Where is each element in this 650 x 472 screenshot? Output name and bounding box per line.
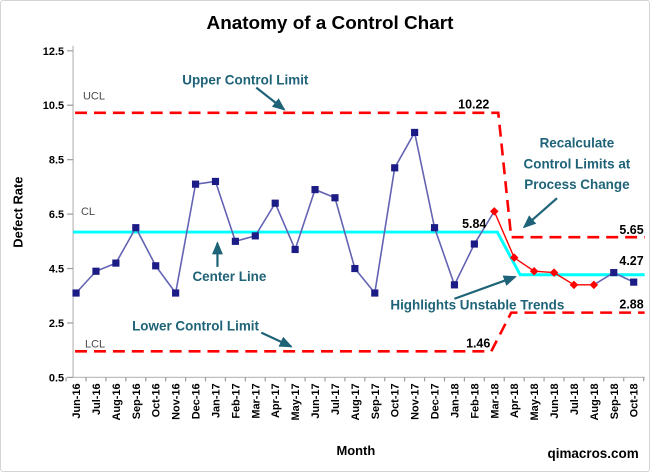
watermark-qimacros: qimacros.com [548, 446, 639, 461]
data-point-unstable-diamond [569, 280, 579, 290]
x-axis-month-label: Jun-17 [310, 383, 322, 418]
y-axis-title: Defect Rate [10, 177, 25, 248]
x-axis-month-label: Nov-17 [410, 383, 422, 419]
x-axis-month-label: May-18 [529, 383, 541, 420]
center-line-annotation: Center Line [192, 269, 266, 284]
phase2-ucl-value: 5.65 [619, 223, 643, 237]
y-axis-tick-label: 4.5 [49, 264, 64, 276]
data-point-square [610, 269, 618, 277]
series-line-stable-left [75, 130, 495, 295]
ucl-abbreviation-label: UCL [83, 91, 105, 103]
x-axis-month-label: Oct-16 [151, 383, 163, 417]
x-axis-month-label: Oct-18 [629, 383, 641, 417]
x-axis-month-label: Apr-17 [270, 383, 282, 418]
x-axis-month-label: Aug-18 [589, 383, 601, 420]
data-point-square [191, 180, 200, 188]
highlights-unstable-trends-annotation: Highlights Unstable Trends [390, 298, 564, 313]
x-axis-month-label: Mar-17 [250, 383, 262, 418]
data-point-square [231, 237, 239, 245]
lcl-abbreviation-label: LCL [85, 339, 105, 351]
data-point-square [152, 262, 160, 270]
x-axis-month-label: Jul-18 [569, 383, 581, 415]
plot-area: 12.5 10.5 8.5 6.5 4.5 2.5 0.5 Jun-16 Jul-16 Aug-1… [43, 46, 645, 420]
data-point-unstable-diamond [489, 207, 499, 216]
y-axis-tick-label: 8.5 [49, 155, 64, 167]
x-axis-month-label: Dec-17 [430, 383, 442, 419]
data-point-square [450, 281, 459, 289]
x-axis-month-label: May-17 [290, 383, 302, 420]
recalculate-arrow [522, 197, 558, 229]
data-point-square [132, 224, 140, 232]
data-point-square [112, 259, 120, 267]
x-axis-month-label: Oct-17 [390, 383, 402, 417]
x-axis-month-label: Aug-16 [111, 383, 123, 420]
data-point-unstable-diamond [529, 266, 539, 276]
x-axis-month-label: Feb-18 [469, 383, 481, 418]
lower-control-limit-line [75, 311, 645, 353]
y-axis-tick-label: 6.5 [49, 209, 64, 221]
data-point-square [211, 177, 220, 186]
highlights-unstable-trends-arrow [454, 275, 517, 300]
x-axis-month-label: Sep-16 [131, 383, 143, 419]
x-axis-month-label: Nov-16 [171, 383, 183, 419]
x-axis-month-label: Mar-18 [489, 383, 501, 418]
x-axis-title: Month [336, 443, 375, 458]
x-axis-month-label: Sep-17 [370, 383, 382, 419]
data-point-square [92, 267, 100, 275]
data-point-square [391, 164, 399, 172]
data-point-square [291, 245, 299, 254]
lower-control-limit-annotation: Lower Control Limit [132, 319, 259, 334]
x-axis-month-label: Jul-17 [330, 383, 342, 415]
data-point-unstable-diamond [509, 253, 519, 262]
data-point-square [411, 128, 419, 137]
data-point-square [430, 224, 439, 232]
x-axis-month-label: Aug-17 [350, 383, 362, 420]
x-axis-month-label: Apr-18 [509, 383, 521, 418]
upper-control-limit-line [75, 111, 645, 239]
data-point-square [172, 289, 180, 297]
y-axis-tick-label: 2.5 [49, 318, 64, 330]
x-axis-month-label: Feb-17 [230, 383, 242, 418]
x-axis-month-label: Sep-18 [609, 383, 621, 419]
upper-control-limit-arrow [255, 86, 286, 111]
upper-control-limit-annotation: Upper Control Limit [182, 73, 309, 88]
data-point-square [351, 264, 359, 273]
phase1-lcl-value: 1.46 [466, 337, 490, 351]
y-axis-tick-label: 12.5 [43, 46, 64, 58]
phase2-lcl-value: 2.88 [619, 298, 643, 312]
recalculate-annotation-line1: Recalculate [540, 135, 615, 150]
cl-abbreviation-label: CL [81, 206, 95, 218]
center-line [73, 230, 645, 277]
x-axis-month-label: Jul-16 [91, 383, 103, 415]
phase2-cl-value: 4.27 [619, 254, 643, 268]
data-point-square [271, 199, 279, 207]
data-point-square [371, 289, 379, 297]
recalculate-annotation-line2: Control Limits at [524, 156, 631, 171]
lower-control-limit-arrow [260, 331, 293, 348]
x-axis-month-label: Jun-16 [71, 383, 83, 418]
y-axis-tick-label: 0.5 [49, 372, 64, 384]
data-point-square [311, 186, 319, 194]
data-point-square [630, 278, 638, 286]
data-point-unstable-diamond [589, 280, 599, 290]
recalculate-annotation-line3: Process Change [524, 177, 630, 192]
phase1-ucl-value: 10.22 [458, 98, 489, 112]
data-point-square [251, 232, 259, 240]
phase1-cl-value: 5.84 [462, 217, 486, 231]
data-point-square [72, 289, 80, 297]
data-point-square [470, 240, 478, 248]
x-axis-month-label: Jan-17 [210, 383, 222, 418]
x-axis-month-label: Dec-16 [191, 383, 203, 419]
chart-title: Anatomy of a Control Chart [207, 13, 455, 34]
x-axis-month-label: Jun-18 [549, 383, 561, 418]
x-axis-month-label: Jan-18 [449, 383, 461, 418]
data-point-square [331, 194, 339, 202]
y-axis-tick-label: 10.5 [43, 100, 64, 112]
